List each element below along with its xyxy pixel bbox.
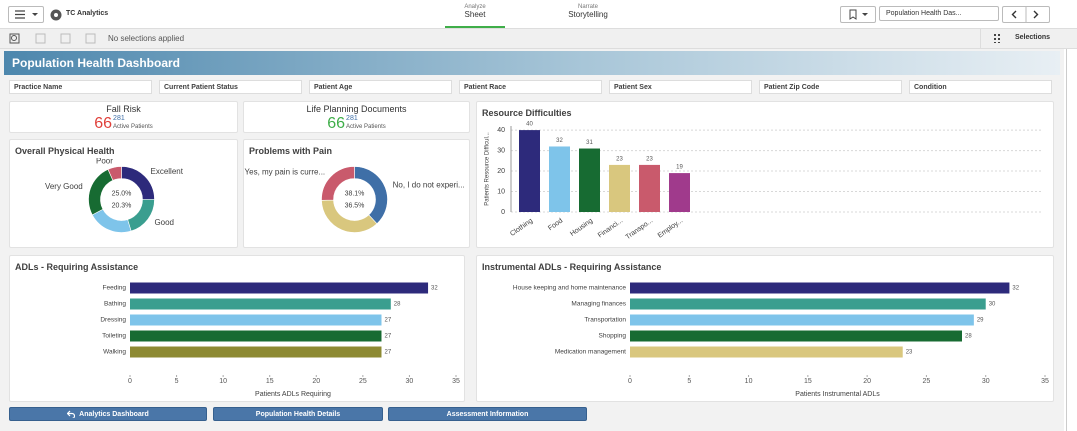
toolbar-icons (9, 33, 96, 44)
top-bar: TC Analytics Analyze Sheet Narrate Story… (0, 0, 1077, 29)
dashboard-title: Population Health Dashboard (12, 56, 181, 70)
scrollbar (1066, 49, 1067, 431)
tab[interactable]: Narrate Storytelling (558, 4, 618, 26)
selections-icon (994, 34, 1000, 43)
tab-label: Narrate (577, 4, 598, 10)
selections-button[interactable]: Selections (980, 29, 1077, 48)
button-label: Population Health Details (255, 410, 341, 418)
bookmark-button[interactable] (840, 6, 876, 23)
tab-name: Storytelling (568, 10, 608, 19)
app-name: TC Analytics (66, 10, 109, 17)
button-label: Analytics Dashboard (79, 410, 149, 418)
selections-label: Selections (1015, 34, 1051, 41)
toolbar: No selections applied Selections (0, 29, 1077, 49)
sheet-selector[interactable]: Population Health Das... (879, 6, 999, 21)
button-label: Assessment Information (446, 410, 529, 418)
app-logo (50, 9, 62, 21)
title-banner: Population Health Dashboard (4, 51, 1060, 75)
tab[interactable]: Analyze Sheet (445, 4, 505, 28)
selections-status: No selections applied (108, 34, 185, 43)
bookmark-icon (849, 9, 868, 20)
nav-arrows (1011, 7, 1039, 22)
sheet-nav[interactable] (1002, 6, 1050, 23)
tab-name: Sheet (464, 10, 486, 19)
nav-button[interactable]: Assessment Information (388, 407, 587, 421)
back-icon (67, 410, 76, 418)
sheet-name: Population Health Das... (886, 10, 962, 17)
sheet-area (0, 49, 1064, 431)
menu-icon (15, 10, 38, 19)
nav-button[interactable]: Analytics Dashboard (9, 407, 207, 421)
menu-button[interactable] (8, 6, 44, 23)
tab-label: Analyze (464, 4, 486, 10)
nav-button[interactable]: Population Health Details (213, 407, 383, 421)
